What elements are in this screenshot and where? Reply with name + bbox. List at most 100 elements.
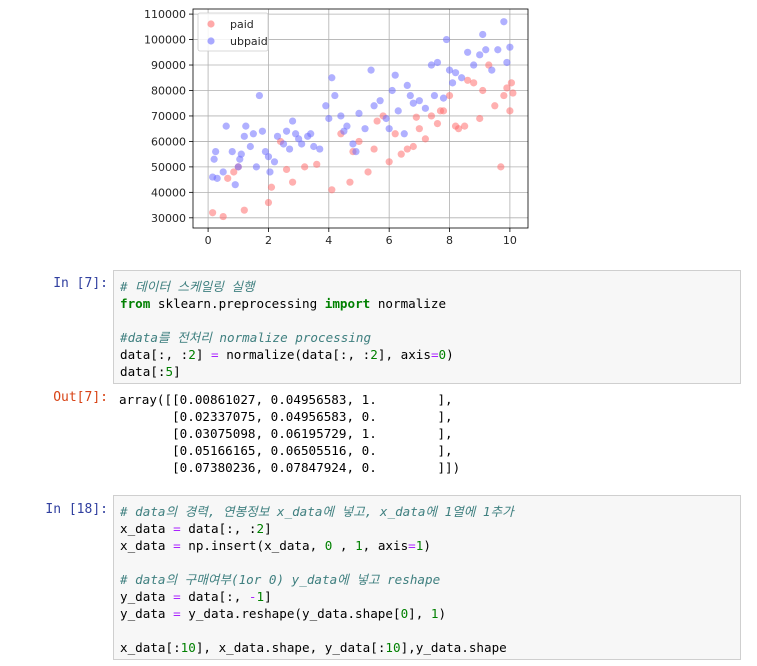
chart-legend: paid ubpaid <box>197 12 269 52</box>
code-cell-normalize[interactable]: # 데이터 스케일링 실행 from sklearn.preprocessing … <box>113 270 741 384</box>
ubpaid-point <box>367 66 375 74</box>
plot-frame <box>192 8 529 229</box>
paid-point <box>391 130 399 138</box>
code-token: sklearn.preprocessing <box>150 296 325 311</box>
code-token: 10 <box>385 640 401 655</box>
ubpaid-point <box>421 104 429 112</box>
code-token: x_data <box>120 538 174 553</box>
code-token: ] <box>173 364 181 379</box>
y-tick-label: 110000 <box>144 8 186 21</box>
ubpaid-point <box>266 168 274 176</box>
y-tick-label: 30000 <box>151 212 186 225</box>
code-token: ], axis <box>377 347 431 362</box>
ubpaid-point <box>310 142 318 151</box>
code-token: 0 <box>400 606 409 621</box>
ubpaid-point <box>307 130 315 138</box>
code-token: # data의 구매여부(1or 0) y_data에 넣고 reshape <box>120 572 441 587</box>
code-line: x_data[:10], x_data.shape, y_data[:10],y… <box>120 639 734 656</box>
code-cell-reshape[interactable]: # data의 경력, 연봉정보 x_data에 넣고, x_data에 1열에… <box>113 495 741 660</box>
code-token: 1 <box>256 589 265 604</box>
scatter-chart: 0 2 4 6 8 10 30000 40000 50000 60000 70000 80000 900… <box>144 8 529 247</box>
ubpaid-point <box>325 114 333 123</box>
ubpaid-point <box>400 130 408 138</box>
code-line: data[:, :2] = normalize(data[:, :2], axi… <box>120 346 734 363</box>
paid-point <box>464 76 472 84</box>
output-array: array([[0.00861027, 0.04956583, 1. ], [0… <box>119 391 460 476</box>
paid-point <box>224 174 232 182</box>
ubpaid-point <box>249 130 257 138</box>
code-token: = <box>173 521 181 536</box>
output-line: array([[0.00861027, 0.04956583, 1. ], <box>119 392 453 407</box>
x-tick-label: 2 <box>265 234 272 247</box>
ubpaid-point <box>252 163 260 171</box>
paid-point <box>264 198 273 207</box>
code-token: = <box>211 347 219 362</box>
code-token: 1 <box>355 538 363 553</box>
ubpaid-point <box>385 125 393 133</box>
paid-point <box>288 178 297 186</box>
code-token: = <box>173 589 181 604</box>
ubpaid-point <box>482 46 490 54</box>
ubpaid-point <box>273 132 282 140</box>
code-token: from <box>120 296 151 311</box>
legend-label-paid: paid <box>230 18 254 31</box>
ubpaid-point <box>316 145 324 153</box>
ubpaid-point <box>506 43 514 51</box>
code-token: = <box>408 538 416 553</box>
paid-point <box>240 206 248 214</box>
ubpaid-point <box>349 140 357 148</box>
paid-point <box>476 114 484 123</box>
ubpaid-point <box>488 66 496 74</box>
paid-point <box>509 89 517 97</box>
code-line <box>120 554 734 571</box>
code-line: # data의 구매여부(1or 0) y_data에 넣고 reshape <box>120 571 734 588</box>
paid-point <box>267 183 276 191</box>
code-line: data[:5] <box>120 363 734 380</box>
x-tick-label: 0 <box>205 234 212 247</box>
ubpaid-point <box>433 58 442 67</box>
paid-point <box>364 168 372 176</box>
y-tick-label: 90000 <box>151 59 186 72</box>
ubpaid-point <box>361 125 369 133</box>
ubpaid-point <box>240 132 248 140</box>
x-tick-label: 6 <box>386 234 393 247</box>
paid-point <box>209 209 217 217</box>
x-tick-label: 8 <box>446 234 453 247</box>
x-tick-label: 10 <box>503 234 517 247</box>
code-token: 2 <box>370 347 378 362</box>
code-token: # data의 경력, 연봉정보 x_data에 넣고, x_data에 1열에… <box>120 504 514 519</box>
code-line: x_data = data[:, :2] <box>120 520 734 537</box>
paid-point <box>433 119 442 128</box>
ubpaid-point <box>503 58 511 67</box>
ubpaid-point <box>352 148 360 156</box>
paid-point <box>506 107 514 115</box>
code-token: np.insert(x_data, <box>180 538 325 553</box>
ubpaid-point <box>376 97 384 105</box>
code-line: y_data = data[:, -1] <box>120 588 734 605</box>
paid-point <box>282 165 291 174</box>
ubpaid-point <box>298 140 306 148</box>
output-line: [0.05166165, 0.06505516, 0. ], <box>119 443 453 458</box>
ubpaid-point <box>219 168 227 176</box>
ubpaid-point <box>355 109 363 118</box>
paid-point <box>436 107 445 115</box>
legend-marker-paid <box>207 20 215 28</box>
code-token: ], <box>408 606 431 621</box>
paid-point <box>415 125 423 133</box>
ubpaid-point <box>415 97 423 105</box>
ubpaid-point <box>442 35 451 44</box>
code-token: ) <box>446 347 454 362</box>
ubpaid-point <box>388 86 396 95</box>
paid-point <box>470 79 478 87</box>
paid-point <box>313 160 321 168</box>
ubpaid-point <box>403 81 411 89</box>
ubpaid-point <box>282 127 291 135</box>
ubpaid-point <box>464 48 472 56</box>
y-tick-label: 80000 <box>151 84 186 97</box>
ubpaid-point <box>331 91 339 100</box>
legend-label-ubpaid: ubpaid <box>230 35 268 48</box>
code-token: data[:, : <box>180 521 257 536</box>
ubpaid-point <box>448 79 457 87</box>
output-line: [0.03075098, 0.06195729, 1. ], <box>119 426 453 441</box>
paid-point <box>503 84 511 92</box>
